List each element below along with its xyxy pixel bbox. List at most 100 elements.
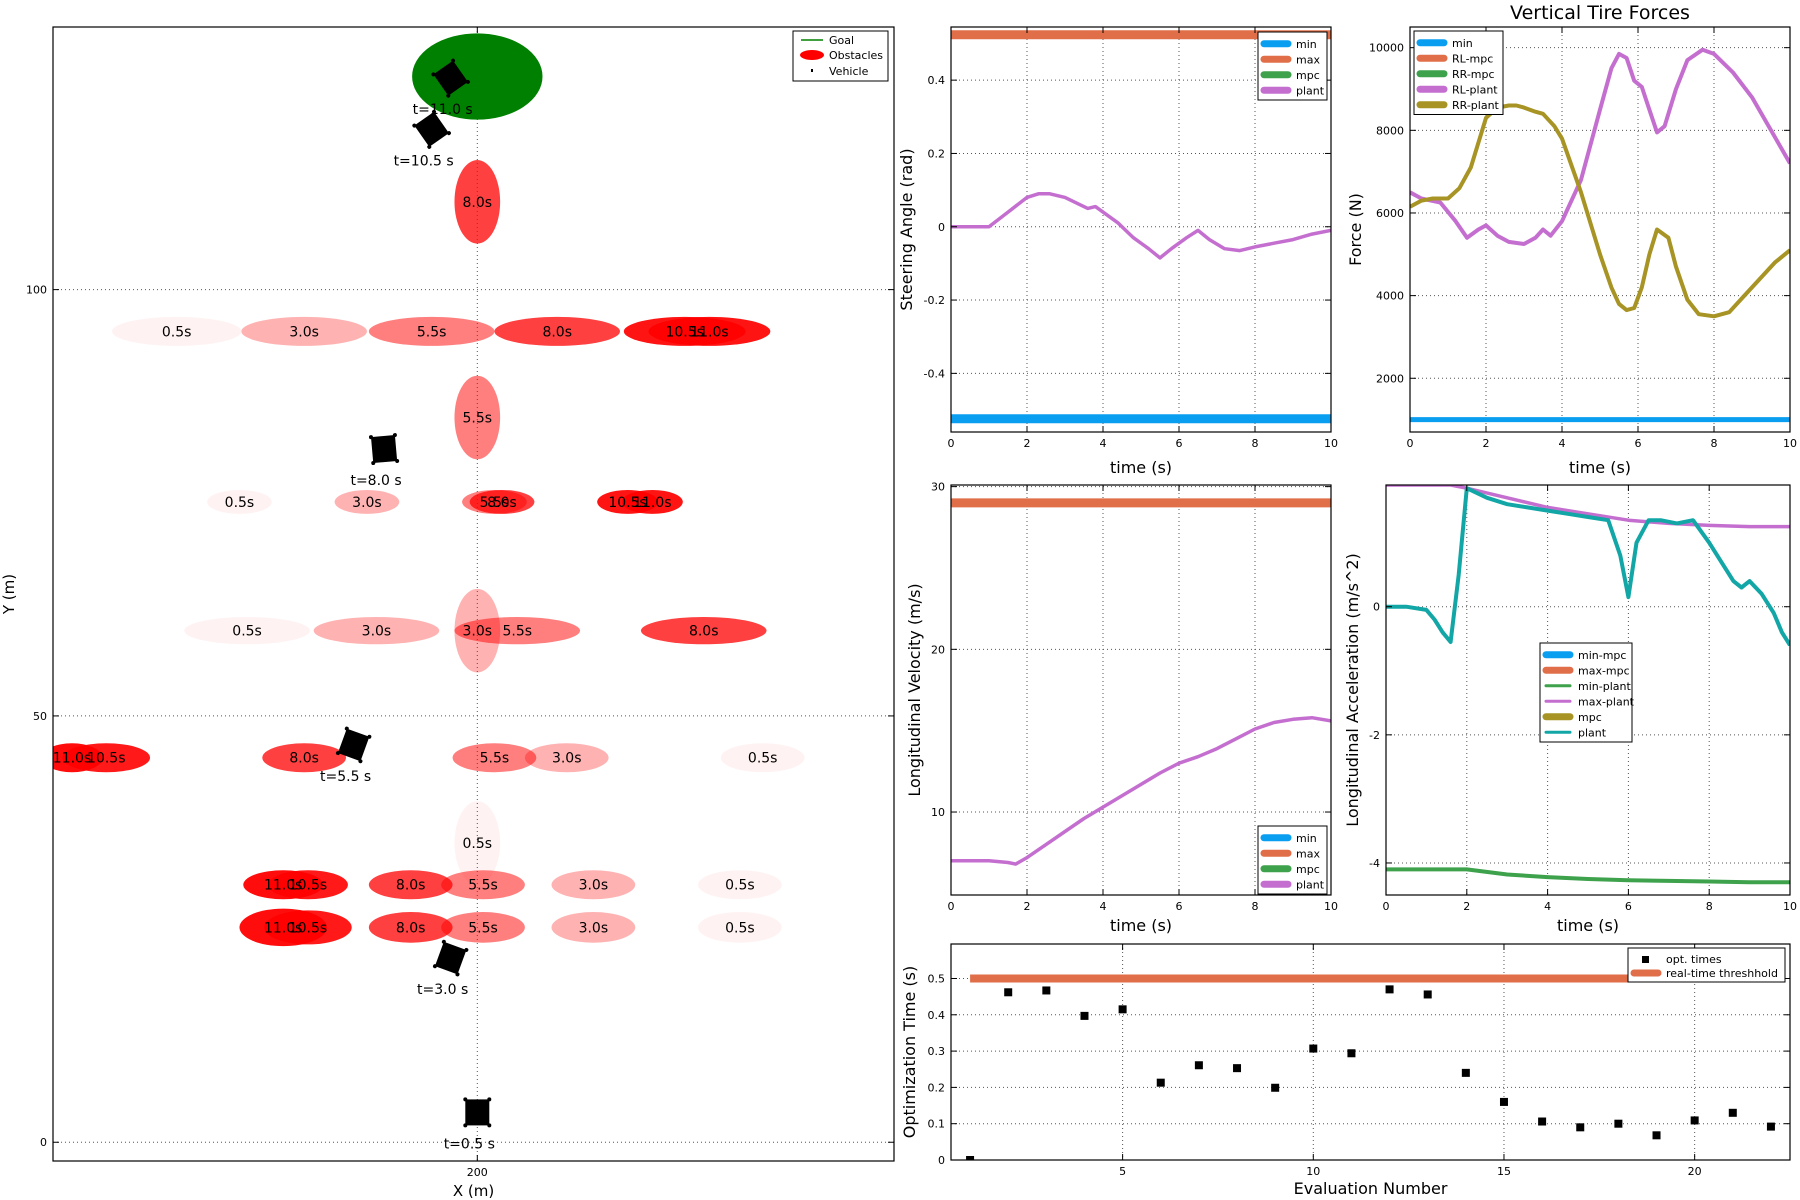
- vehicle-wheel: [464, 947, 469, 952]
- plant-line: [951, 192, 1331, 260]
- obstacle-ellipse: [454, 375, 501, 460]
- obstacle-time-label: 8.0s: [487, 495, 517, 511]
- plot-frame: [950, 943, 1791, 1161]
- vehicle-body: [370, 435, 398, 464]
- obstacle-time-label: 0.5s: [225, 495, 255, 511]
- vehicle-wheel: [431, 72, 436, 77]
- vehicle-marker: [432, 939, 469, 977]
- obstacle-ellipse: [264, 910, 352, 945]
- vehicle-marker: [368, 433, 400, 466]
- goal-region: [412, 33, 543, 120]
- vehicle-wheel: [392, 433, 397, 438]
- y-tick-label: 6000: [1376, 207, 1404, 220]
- vehicle-wheel: [395, 458, 400, 463]
- y-tick-label: 100: [26, 284, 47, 297]
- obstacle-time-label: 11.0s: [53, 751, 91, 767]
- obstacle-time-label: 3.0s: [463, 624, 493, 640]
- vehicle-time-label: t=5.5 s: [320, 769, 371, 785]
- vehicle-wheel: [371, 461, 376, 466]
- x-tick-label: 20: [1688, 1165, 1702, 1178]
- vehicle-wheel: [451, 58, 456, 63]
- vehicle-wheel: [463, 1097, 468, 1102]
- x-axis-label: time (s): [1110, 916, 1172, 935]
- vehicle-body: [465, 1099, 490, 1126]
- x-tick-label: 8: [1706, 900, 1713, 913]
- y-tick-label: 0: [1373, 601, 1380, 614]
- vehicle-marker: [335, 726, 372, 764]
- x-tick-label: 10: [1306, 1165, 1320, 1178]
- obstacle-time-label: 0.5s: [725, 878, 755, 894]
- legend-label: max: [1296, 847, 1320, 860]
- obstacle-ellipse: [111, 316, 242, 346]
- vertical-tire-forces-panel: 0 2 4 6 8 10 2000 4000 6000 8000 10000 Vertical Tir…: [1346, 2, 1797, 477]
- legend-label: plant: [1296, 878, 1325, 891]
- obstacle-ellipse: [648, 316, 771, 346]
- x-tick-label: 4: [1559, 437, 1566, 450]
- obstacle-time-label: 11.0s: [690, 324, 728, 340]
- x-tick-label: 2: [1024, 900, 1031, 913]
- vehicle-marker: [431, 58, 470, 98]
- y-tick-label: 8000: [1376, 124, 1404, 137]
- obstacle-time-label: 8.0s: [396, 920, 426, 936]
- chart-title: Vertical Tire Forces: [1510, 2, 1690, 24]
- obstacle-time-label: 5.5s: [468, 920, 498, 936]
- legend-swatch: [1642, 956, 1649, 963]
- y-tick-label: 0.5: [928, 972, 946, 985]
- obstacle-time-label: 8.0s: [689, 624, 719, 640]
- vehicle-time-label: t=0.5 s: [444, 1136, 495, 1152]
- obstacle-time-label: 3.0s: [362, 624, 392, 640]
- obstacle-ellipse: [698, 870, 782, 900]
- obstacle-ellipse: [452, 743, 537, 773]
- obstacle-time-label: 11.0s: [633, 495, 671, 511]
- vehicle-wheel: [427, 144, 432, 149]
- legend-label: min: [1296, 832, 1317, 845]
- obstacle-ellipse: [184, 617, 310, 645]
- x-tick-label: 6: [1176, 437, 1183, 450]
- legend-label: mpc: [1578, 711, 1602, 724]
- y-tick-label: 20: [931, 643, 945, 656]
- legend-label: mpc: [1296, 863, 1320, 876]
- legend-label: RR-plant: [1452, 99, 1500, 112]
- plot-frame: [52, 26, 895, 1162]
- obstacle-ellipse: [207, 489, 272, 514]
- vehicle-time-label: t=11.0 s: [413, 102, 473, 118]
- obstacle-ellipse: [551, 870, 636, 900]
- opt-time-point: [1233, 1064, 1242, 1073]
- plot-content: [1386, 485, 1790, 885]
- obstacle-time-label: 10.5s: [289, 878, 327, 894]
- plot-frame: [950, 26, 1332, 433]
- x-tick-label: 200: [467, 1166, 488, 1179]
- vehicle-wheel: [335, 751, 340, 756]
- obstacle-ellipse: [441, 912, 525, 943]
- y-tick-label: -0.4: [924, 367, 945, 380]
- opt-time-point: [1614, 1119, 1623, 1128]
- opt-time-point: [1652, 1131, 1661, 1140]
- x-axis-label: time (s): [1569, 458, 1631, 477]
- obstacle-time-label: 0.5s: [725, 920, 755, 936]
- x-tick-label: 5: [1119, 1165, 1126, 1178]
- x-tick-label: 2: [1463, 900, 1470, 913]
- min-plant-line: [1386, 867, 1790, 885]
- vehicle-time-label: t=8.0 s: [350, 473, 401, 489]
- obstacle-ellipse: [494, 316, 621, 346]
- obstacle-time-label: 11.0s: [264, 920, 302, 936]
- opt-time-point: [1118, 1005, 1127, 1014]
- plot-content: [951, 498, 1331, 866]
- obstacle-ellipse: [313, 617, 440, 645]
- opt-time-point: [1728, 1108, 1737, 1117]
- plant-line: [951, 715, 1331, 866]
- opt-time-point: [1004, 988, 1013, 997]
- vehicle-wheel: [487, 1097, 492, 1102]
- obstacle-time-label: 8.0s: [542, 324, 572, 340]
- opt-time-point: [1576, 1123, 1585, 1132]
- x-tick-label: 2: [1483, 437, 1490, 450]
- x-tick-label: 6: [1635, 437, 1642, 450]
- obstacle-ellipse: [454, 801, 501, 885]
- legend-label: min: [1452, 37, 1473, 50]
- y-tick-label: 0: [40, 1136, 47, 1149]
- vehicle-body: [434, 941, 467, 975]
- obstacle-ellipse: [640, 617, 767, 645]
- vehicle-wheel: [344, 726, 349, 731]
